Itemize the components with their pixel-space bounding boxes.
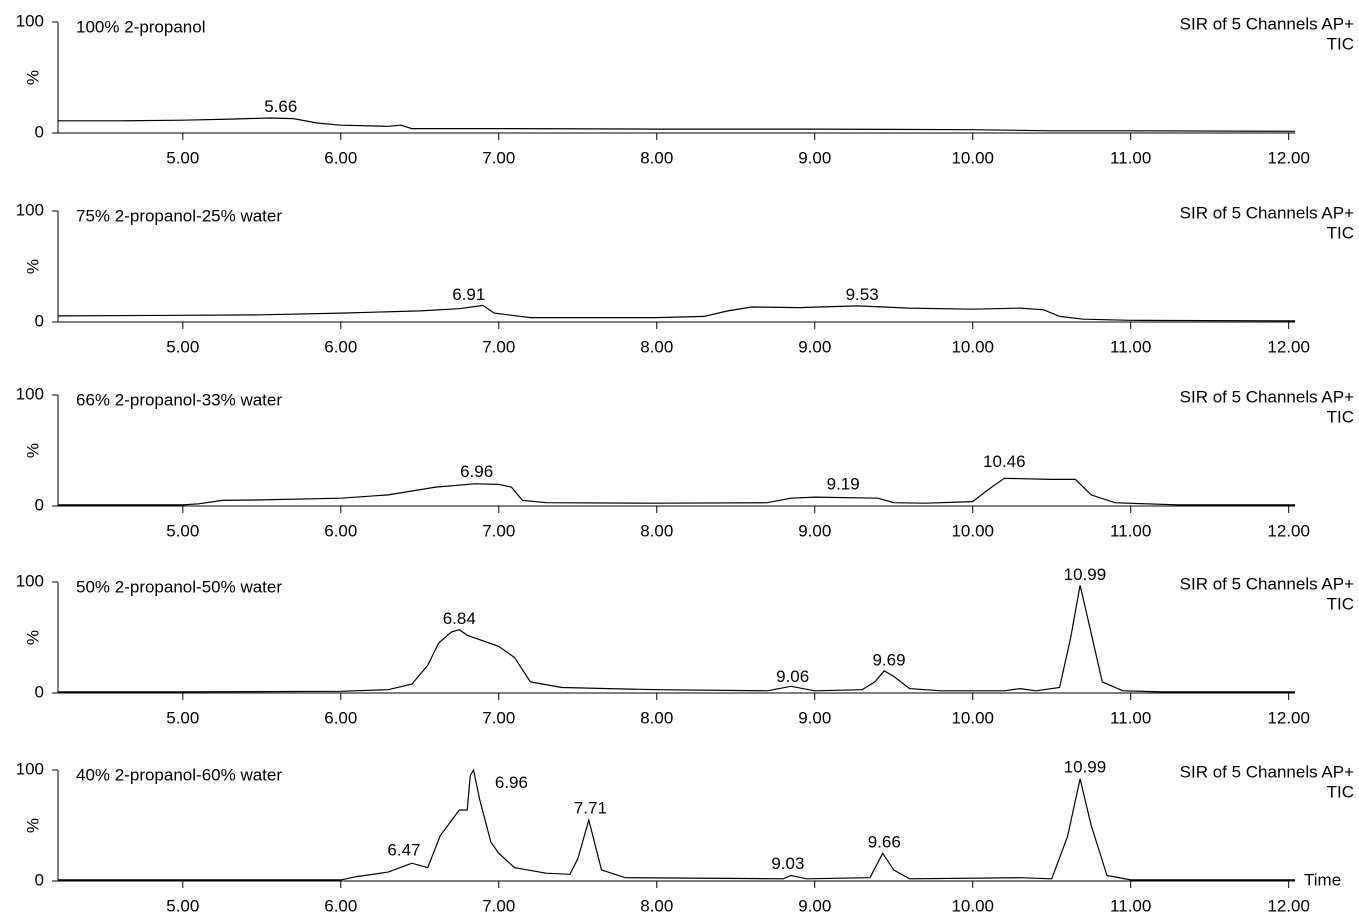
x-tick-label: 6.00 <box>324 337 357 356</box>
x-tick-label: 6.00 <box>324 708 357 727</box>
detector-label: SIR of 5 Channels AP+ <box>1180 203 1354 222</box>
x-tick-label: 10.00 <box>951 708 994 727</box>
trace <box>58 117 1296 132</box>
x-tick-label: 8.00 <box>640 148 673 167</box>
x-tick-label: 8.00 <box>640 896 673 914</box>
x-tick-label: 9.00 <box>798 521 831 540</box>
x-tick-label: 11.00 <box>1110 708 1151 727</box>
x-tick-label: 11.00 <box>1110 521 1151 540</box>
detector-label: SIR of 5 Channels AP+ <box>1180 14 1354 33</box>
y-axis-label: % <box>23 630 42 645</box>
peak-label: 9.66 <box>868 833 901 852</box>
x-tick-label: 5.00 <box>166 708 199 727</box>
y-axis-label: % <box>23 443 42 458</box>
peak-label: 9.69 <box>872 650 905 669</box>
peak-label: 9.03 <box>771 854 804 873</box>
x-tick-label: 8.00 <box>640 708 673 727</box>
peak-label: 5.66 <box>264 97 297 116</box>
x-tick-label: 12.00 <box>1267 708 1310 727</box>
peak-label: 9.06 <box>776 667 809 686</box>
x-tick-label: 5.00 <box>166 521 199 540</box>
panel-title: 40% 2-propanol-60% water <box>76 765 282 784</box>
x-tick-label: 11.00 <box>1110 337 1151 356</box>
peak-label: 6.91 <box>452 285 485 304</box>
peak-label: 10.99 <box>1064 565 1107 584</box>
panel-title: 66% 2-propanol-33% water <box>76 390 282 409</box>
mode-label: TIC <box>1327 782 1354 801</box>
x-tick-label: 12.00 <box>1267 148 1310 167</box>
x-tick-label: 10.00 <box>951 521 994 540</box>
x-tick-label: 12.00 <box>1267 896 1310 914</box>
peak-label: 6.84 <box>443 609 476 628</box>
y-tick-label: 100 <box>16 384 44 403</box>
y-axis-label: % <box>23 70 42 85</box>
x-tick-label: 11.00 <box>1110 896 1151 914</box>
x-tick-label: 7.00 <box>482 337 515 356</box>
x-tick-label: 6.00 <box>324 148 357 167</box>
y-axis-label: % <box>23 259 42 274</box>
x-tick-label: 12.00 <box>1267 521 1310 540</box>
trace <box>58 585 1295 693</box>
x-tick-label: 12.00 <box>1267 337 1310 356</box>
panel-title: 100% 2-propanol <box>76 17 205 36</box>
x-tick-label: 9.00 <box>798 337 831 356</box>
peak-label: 6.96 <box>460 462 493 481</box>
panel-title: 75% 2-propanol-25% water <box>76 206 282 225</box>
x-tick-label: 10.00 <box>951 896 994 914</box>
y-tick-label: 100 <box>16 759 44 778</box>
trace <box>58 477 1295 506</box>
x-tick-label: 5.00 <box>166 337 199 356</box>
y-tick-label: 0 <box>35 122 44 141</box>
x-tick-label: 9.00 <box>798 708 831 727</box>
detector-label: SIR of 5 Channels AP+ <box>1180 387 1354 406</box>
x-tick-label: 11.00 <box>1110 148 1151 167</box>
y-tick-label: 100 <box>16 11 44 30</box>
mode-label: TIC <box>1327 407 1354 426</box>
x-tick-label: 7.00 <box>482 148 515 167</box>
y-tick-label: 0 <box>35 495 44 514</box>
panel-title: 50% 2-propanol-50% water <box>76 577 282 596</box>
y-tick-label: 100 <box>16 571 44 590</box>
x-tick-label: 5.00 <box>166 896 199 914</box>
x-tick-label: 7.00 <box>482 708 515 727</box>
x-tick-label: 6.00 <box>324 896 357 914</box>
mode-label: TIC <box>1327 223 1354 242</box>
peak-label: 10.99 <box>1064 757 1107 776</box>
x-tick-label: 10.00 <box>951 337 994 356</box>
x-tick-label: 8.00 <box>640 337 673 356</box>
peak-label: 7.71 <box>574 798 607 817</box>
y-axis-label: % <box>23 818 42 833</box>
x-axis-label: Time <box>1304 870 1341 889</box>
y-tick-label: 100 <box>16 200 44 219</box>
detector-label: SIR of 5 Channels AP+ <box>1180 574 1354 593</box>
y-tick-label: 0 <box>35 870 44 889</box>
peak-label: 9.19 <box>827 474 860 493</box>
peak-label: 9.53 <box>846 285 879 304</box>
mode-label: TIC <box>1327 34 1354 53</box>
peak-label: 6.96 <box>495 773 528 792</box>
x-tick-label: 7.00 <box>482 521 515 540</box>
x-tick-label: 10.00 <box>951 148 994 167</box>
trace <box>58 768 1295 881</box>
y-tick-label: 0 <box>35 311 44 330</box>
trace <box>57 304 1296 322</box>
x-tick-label: 8.00 <box>640 521 673 540</box>
x-tick-label: 7.00 <box>482 896 515 914</box>
x-tick-label: 9.00 <box>798 148 831 167</box>
mode-label: TIC <box>1327 594 1354 613</box>
x-tick-label: 5.00 <box>166 148 199 167</box>
x-tick-label: 9.00 <box>798 896 831 914</box>
x-tick-label: 6.00 <box>324 521 357 540</box>
y-tick-label: 0 <box>35 682 44 701</box>
peak-label: 10.46 <box>983 452 1026 471</box>
peak-label: 6.47 <box>387 841 420 860</box>
detector-label: SIR of 5 Channels AP+ <box>1180 762 1354 781</box>
